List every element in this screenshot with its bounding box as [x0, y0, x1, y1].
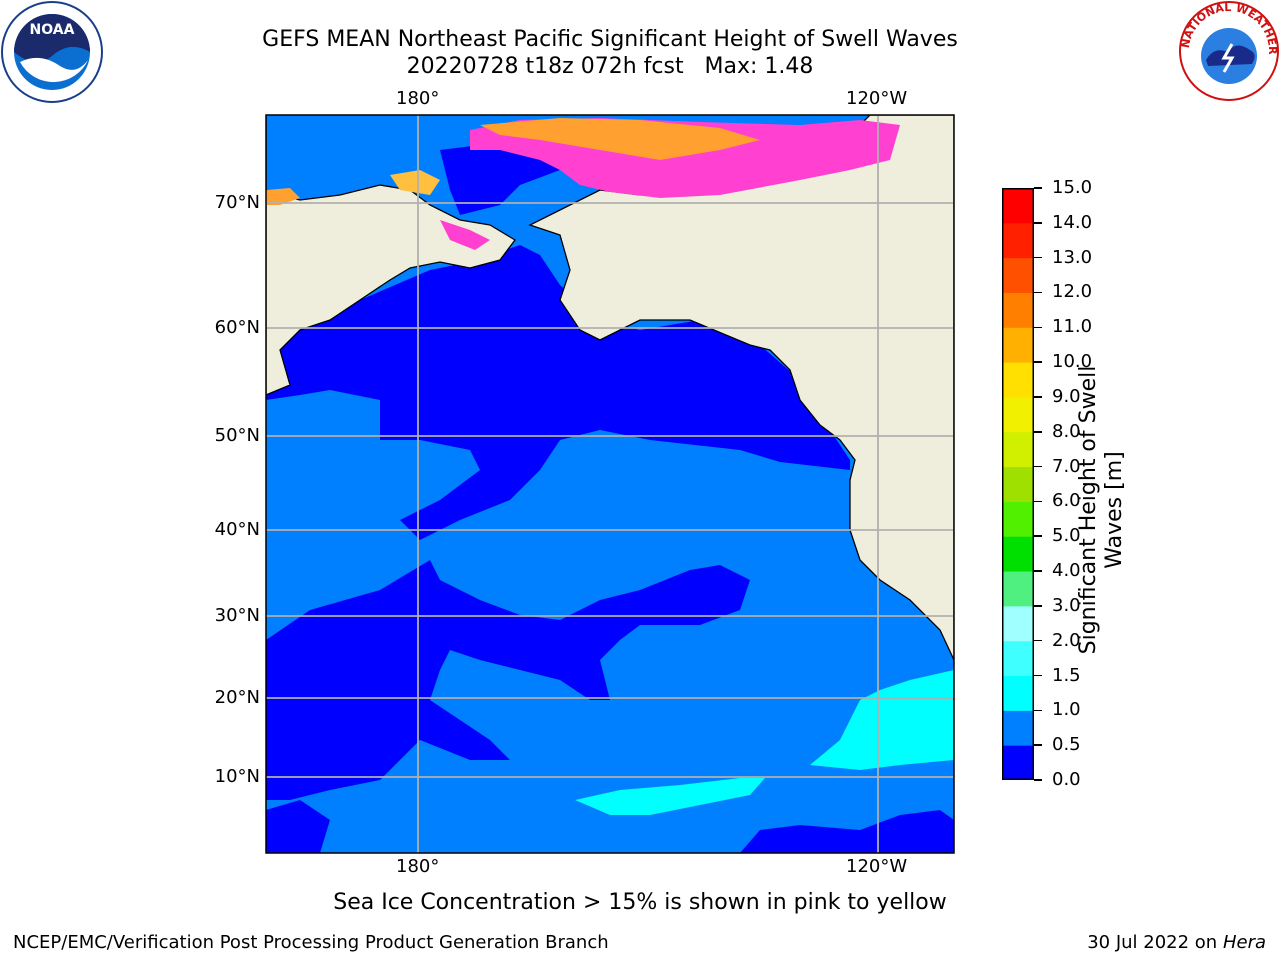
colorbar-tick-mark: [1034, 431, 1042, 433]
colorbar: [1002, 188, 1034, 780]
colorbar-segment: [1002, 222, 1034, 259]
colorbar-tick-mark: [1034, 570, 1042, 572]
colorbar-tick-mark: [1034, 326, 1042, 329]
colorbar-tick-label: 2.0: [1052, 629, 1081, 651]
colorbar-tick-mark: [1034, 779, 1042, 781]
colorbar-tick-mark: [1034, 256, 1042, 259]
colorbar-tick-label: 9.0: [1052, 385, 1081, 407]
colorbar-segment: [1002, 640, 1034, 677]
lon-label-top-120w: 120°W: [846, 88, 908, 109]
colorbar-tick-label: 1.0: [1052, 699, 1081, 721]
noaa-logo: NOAA: [1, 1, 103, 103]
colorbar-tick-mark: [1034, 291, 1042, 294]
map-frame: [265, 114, 955, 854]
colorbar-tick-label: 10.0: [1052, 351, 1093, 373]
colorbar-segment: [1002, 362, 1034, 398]
colorbar-segment: [1002, 605, 1034, 642]
colorbar-frame: [1002, 188, 1034, 780]
colorbar-tick-label: 14.0: [1052, 211, 1093, 233]
colorbar-tick-label: 13.0: [1052, 246, 1093, 268]
colorbar-segment: [1002, 710, 1034, 746]
sea-ice: [266, 118, 900, 250]
lon-label-bottom-120w: 120°W: [846, 856, 908, 877]
colorbar-tick-mark: [1034, 639, 1042, 642]
map-subtitle: 20220728 t18z 072h fcst Max: 1.48: [406, 54, 814, 79]
gridlines: [266, 115, 954, 853]
footer-machine: Hera: [1222, 932, 1266, 953]
colorbar-segment: [1002, 327, 1034, 363]
colorbar-tick-mark: [1034, 361, 1042, 363]
colorbar-segment: [1002, 571, 1034, 607]
colorbar-tick-mark: [1034, 605, 1042, 607]
colorbar-tick-label: 0.0: [1052, 769, 1081, 790]
lat-label-50n: 50°N: [214, 425, 260, 446]
footer-date: 30 Jul 2022 on Hera: [1087, 932, 1266, 953]
colorbar-tick-label: 7.0: [1052, 455, 1081, 477]
lat-label-10n: 10°N: [214, 766, 260, 787]
colorbar-segment: [1002, 536, 1034, 572]
colorbar-tick-mark: [1034, 465, 1042, 468]
colorbar-tick-label: 6.0: [1052, 490, 1081, 512]
lon-label-bottom-180: 180°: [396, 856, 440, 877]
colorbar-label: Significant Height of Swell Waves [m]: [1076, 365, 1127, 655]
colorbar-tick-mark: [1034, 744, 1042, 746]
nws-logo: NATIONAL WEATHER SERVICE: [1178, 0, 1279, 101]
colorbar-tick-mark: [1034, 396, 1042, 398]
colorbar-segment: [1002, 501, 1034, 537]
colorbar-tick-label: 12.0: [1052, 281, 1093, 303]
colorbar-tick-mark: [1034, 535, 1042, 537]
colorbar-segment: [1002, 396, 1034, 433]
colorbar-tick-mark: [1034, 187, 1042, 189]
colorbar-segment: [1002, 188, 1034, 224]
colorbar-tick-mark: [1034, 709, 1042, 712]
colorbar-segment: [1002, 257, 1034, 293]
footer-org: NCEP/EMC/Verification Post Processing Pr…: [13, 932, 609, 953]
colorbar-tick-label: 1.5: [1052, 664, 1081, 686]
colorbar-tick-label: 4.0: [1052, 560, 1081, 582]
colorbar-segment: [1002, 745, 1034, 780]
colorbar-tick-label: 0.5: [1052, 734, 1081, 756]
colorbar-segment: [1002, 675, 1034, 711]
lat-label-20n: 20°N: [214, 687, 260, 708]
lat-label-30n: 30°N: [214, 605, 260, 626]
sea-ice-note: Sea Ice Concentration > 15% is shown in …: [333, 890, 947, 915]
colorbar-tick-label: 15.0: [1052, 177, 1093, 198]
swell-high-regions: [575, 670, 954, 815]
colorbar-segment: [1002, 431, 1034, 468]
colorbar-segment: [1002, 466, 1034, 502]
lat-label-40n: 40°N: [214, 519, 260, 540]
svg-text:NOAA: NOAA: [30, 22, 75, 38]
lon-label-top-180: 180°: [396, 88, 440, 109]
colorbar-tick-label: 3.0: [1052, 594, 1081, 616]
colorbar-tick-mark: [1034, 222, 1042, 224]
colorbar-tick-label: 5.0: [1052, 525, 1081, 547]
lat-label-60n: 60°N: [214, 317, 260, 338]
colorbar-tick-label: 11.0: [1052, 316, 1093, 338]
colorbar-segment: [1002, 292, 1034, 328]
lat-label-70n: 70°N: [214, 192, 260, 213]
colorbar-tick-mark: [1034, 674, 1042, 677]
colorbar-tick-label: 8.0: [1052, 420, 1081, 442]
colorbar-tick-mark: [1034, 500, 1042, 503]
map-title: GEFS MEAN Northeast Pacific Significant …: [262, 27, 958, 52]
